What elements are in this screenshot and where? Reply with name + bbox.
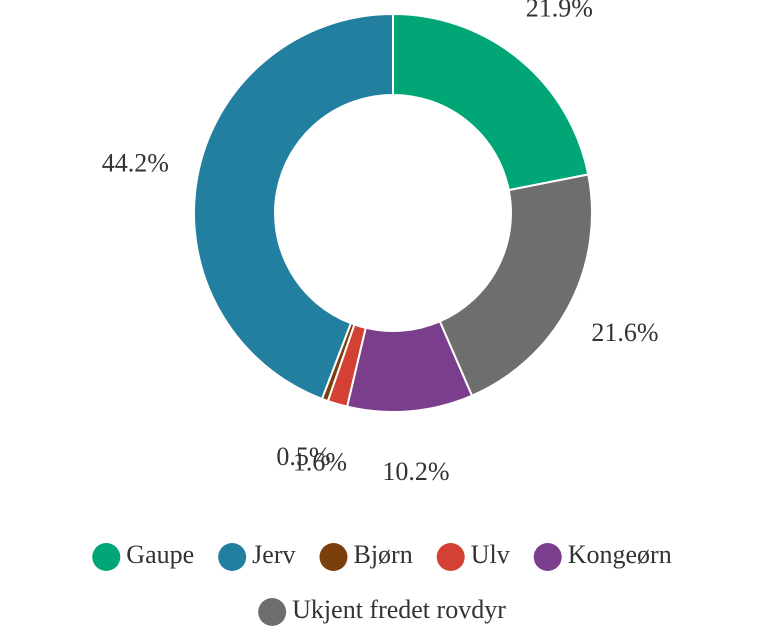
legend-label: Gaupe: [126, 540, 194, 569]
data-label: 21.6%: [591, 318, 658, 347]
donut-slice: [193, 12, 394, 401]
data-label: 1.6%: [293, 448, 347, 477]
data-label: 21.9%: [526, 0, 593, 23]
legend-row: Gaupe Jerv Bjørn Ulv Kongeørn: [92, 540, 672, 571]
legend-swatch: [533, 543, 562, 571]
data-label: 44.2%: [102, 148, 169, 177]
donut-slice: [392, 12, 590, 192]
legend-swatch: [319, 543, 348, 571]
legend-row: Ukjent fredet rovdyr: [258, 595, 506, 626]
legend-label: Ukjent fredet rovdyr: [292, 595, 506, 624]
legend-label: Bjørn: [353, 540, 412, 569]
legend-label: Ulv: [471, 540, 510, 569]
legend-label: Kongeørn: [568, 540, 672, 569]
legend-swatch: [436, 543, 465, 571]
legend-swatch: [218, 543, 247, 571]
data-label: 0.5%: [276, 442, 330, 471]
data-label: 10.2%: [382, 457, 449, 486]
legend-swatch: [92, 543, 121, 571]
donut-slice: [438, 173, 593, 397]
legend-label: Jerv: [252, 540, 295, 569]
legend-swatch: [258, 598, 287, 626]
